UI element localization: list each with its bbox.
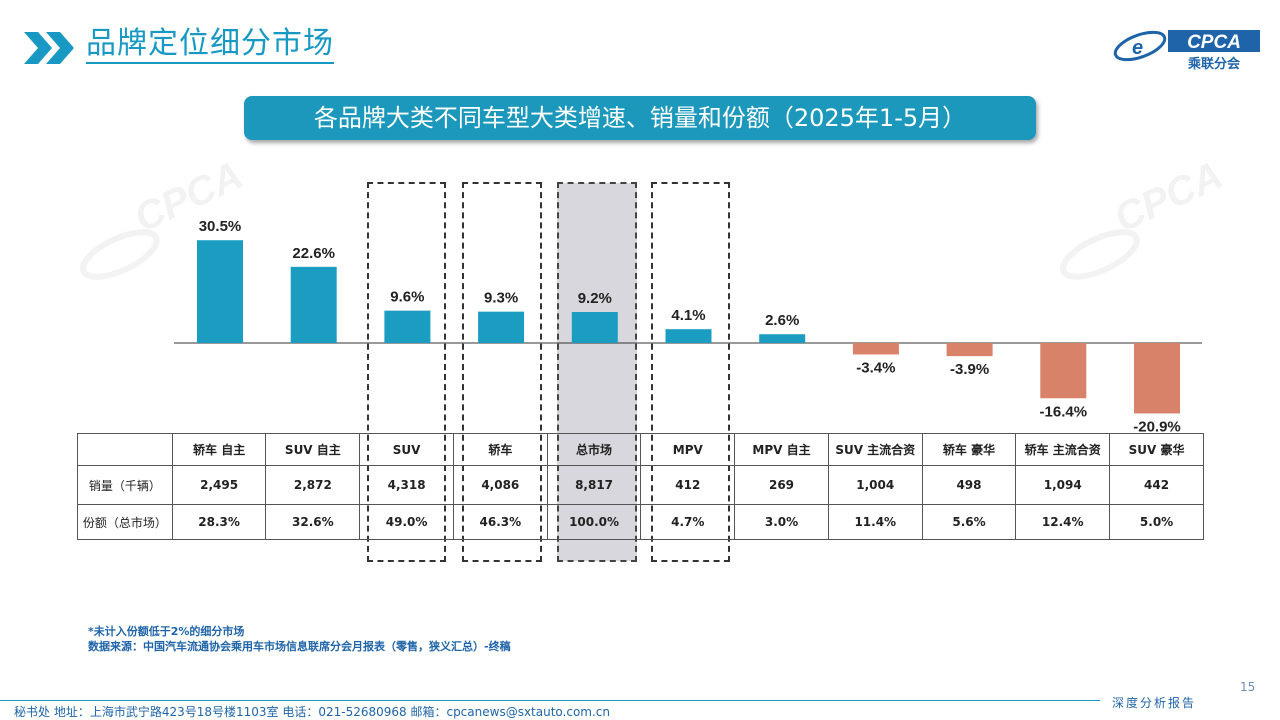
- bar: [478, 311, 525, 343]
- column-header: 轿车 豪华: [921, 433, 1017, 466]
- column-header: 轿车 自主: [171, 433, 267, 466]
- watermark: CPCA: [1059, 153, 1229, 280]
- column-header: MPV: [640, 433, 736, 466]
- row-label: 份额（总市场）: [77, 504, 173, 540]
- data-label: 9.6%: [390, 289, 424, 306]
- data-label: 22.6%: [292, 245, 335, 262]
- table-cell: 46.3%: [452, 504, 548, 540]
- page-title: 品牌定位细分市场: [86, 26, 334, 64]
- table-cell: 412: [640, 465, 736, 505]
- data-table: 轿车 自主 SUV 自主 SUV 轿车 总市场 MPV MPV 自主 SUV 主流合资 轿车 豪…: [77, 433, 1204, 540]
- footnote-line2: 数据来源：中国汽车流通协会乘用车市场信息联席分会月报表（零售，狭义汇总）-终稿: [88, 640, 511, 653]
- bar: [197, 240, 243, 343]
- table-cell: 2,495: [171, 465, 267, 505]
- table-cell: 1,004: [827, 465, 923, 505]
- bar: [571, 311, 618, 343]
- table-cell: 498: [921, 465, 1017, 505]
- highlight-suv: [367, 182, 446, 562]
- footer-divider: [0, 700, 1100, 701]
- table-cell: 5.0%: [1109, 504, 1204, 540]
- table-cell: 3.0%: [734, 504, 829, 540]
- column-header: 总市场: [546, 433, 642, 466]
- footer-contact: 秘书处 地址：上海市武宁路423号18号楼1103室 电话：021-526809…: [14, 705, 611, 719]
- report-tag: 深度分析报告: [1112, 696, 1197, 710]
- column-header: 轿车: [452, 433, 548, 466]
- table-corner-cell: [77, 433, 173, 466]
- table-cell: 2,872: [265, 465, 361, 505]
- data-label: 9.2%: [578, 290, 612, 307]
- table-cell: 5.6%: [921, 504, 1017, 540]
- data-label: 30.5%: [199, 218, 242, 235]
- table-cell: 11.4%: [827, 504, 923, 540]
- column-header: SUV 豪华: [1109, 433, 1204, 466]
- table-header-row: 轿车 自主 SUV 自主 SUV 轿车 总市场 MPV MPV 自主 SUV 主流合资 轿车 豪…: [77, 433, 1204, 466]
- highlight-mpv: [651, 182, 730, 562]
- table-cell: 28.3%: [171, 504, 267, 540]
- table-row: 销量（千辆） 2,495 2,872 4,318 4,086 8,817 412 269 1,0…: [77, 465, 1204, 505]
- highlight-total: [557, 182, 637, 562]
- logo-text: CPCA: [1187, 32, 1241, 53]
- footnote-line1: *未计入份额低于2%的细分市场: [88, 625, 245, 638]
- column-header: MPV 自主: [734, 433, 829, 466]
- data-label: 2.6%: [765, 312, 799, 329]
- data-label: -3.4%: [856, 359, 895, 376]
- column-header: SUV 自主: [265, 433, 361, 466]
- bar: [290, 266, 337, 343]
- watermark: CPCA: [79, 153, 249, 280]
- bar-chart: 30.5% 22.6% 9.6% 9.3% 9.2% 4.1% 2.6% -3.4% -3.9%…: [174, 218, 1202, 435]
- chart-title: 各品牌大类不同车型大类增速、销量和份额（2025年1-5月）: [313, 104, 967, 132]
- svg-text:e: e: [1132, 37, 1143, 59]
- bar: [665, 329, 712, 343]
- column-header: SUV: [359, 433, 454, 466]
- cpca-logo: e CPCA 乘联分会: [1113, 30, 1260, 72]
- data-label: 4.1%: [671, 307, 705, 324]
- data-label: -3.9%: [950, 361, 989, 378]
- data-label: -16.4%: [1040, 403, 1088, 420]
- bar: [1040, 343, 1087, 399]
- table-cell: 8,817: [546, 465, 642, 505]
- data-label: 9.3%: [484, 290, 518, 307]
- chevron-icon: [24, 32, 74, 64]
- column-header: 轿车 主流合资: [1015, 433, 1111, 466]
- row-label: 销量（千辆）: [77, 465, 173, 505]
- bar: [852, 343, 899, 355]
- bar: [759, 334, 806, 343]
- table-cell: 4,318: [359, 465, 454, 505]
- data-label: -20.9%: [1133, 418, 1181, 435]
- table-cell: 32.6%: [265, 504, 361, 540]
- logo-subtext: 乘联分会: [1187, 56, 1241, 72]
- table-cell: 4,086: [452, 465, 548, 505]
- table-cell: 4.7%: [640, 504, 736, 540]
- table-cell: 442: [1109, 465, 1204, 505]
- table-cell: 12.4%: [1015, 504, 1111, 540]
- bar: [1134, 343, 1180, 414]
- table-cell: 269: [734, 465, 829, 505]
- footnote: *未计入份额低于2%的细分市场 数据来源：中国汽车流通协会乘用车市场信息联席分会…: [88, 624, 511, 654]
- highlight-sedan: [462, 182, 542, 562]
- table-row: 份额（总市场） 28.3% 32.6% 49.0% 46.3% 100.0% 4.7% 3.0…: [77, 504, 1204, 540]
- chart-title-box: 各品牌大类不同车型大类增速、销量和份额（2025年1-5月）: [244, 96, 1036, 140]
- page-number: 15: [1240, 680, 1256, 694]
- bar: [384, 310, 431, 343]
- bar: [946, 343, 993, 357]
- table-cell: 1,094: [1015, 465, 1111, 505]
- column-header: SUV 主流合资: [827, 433, 923, 466]
- table-cell: 100.0%: [546, 504, 642, 540]
- table-cell: 49.0%: [359, 504, 454, 540]
